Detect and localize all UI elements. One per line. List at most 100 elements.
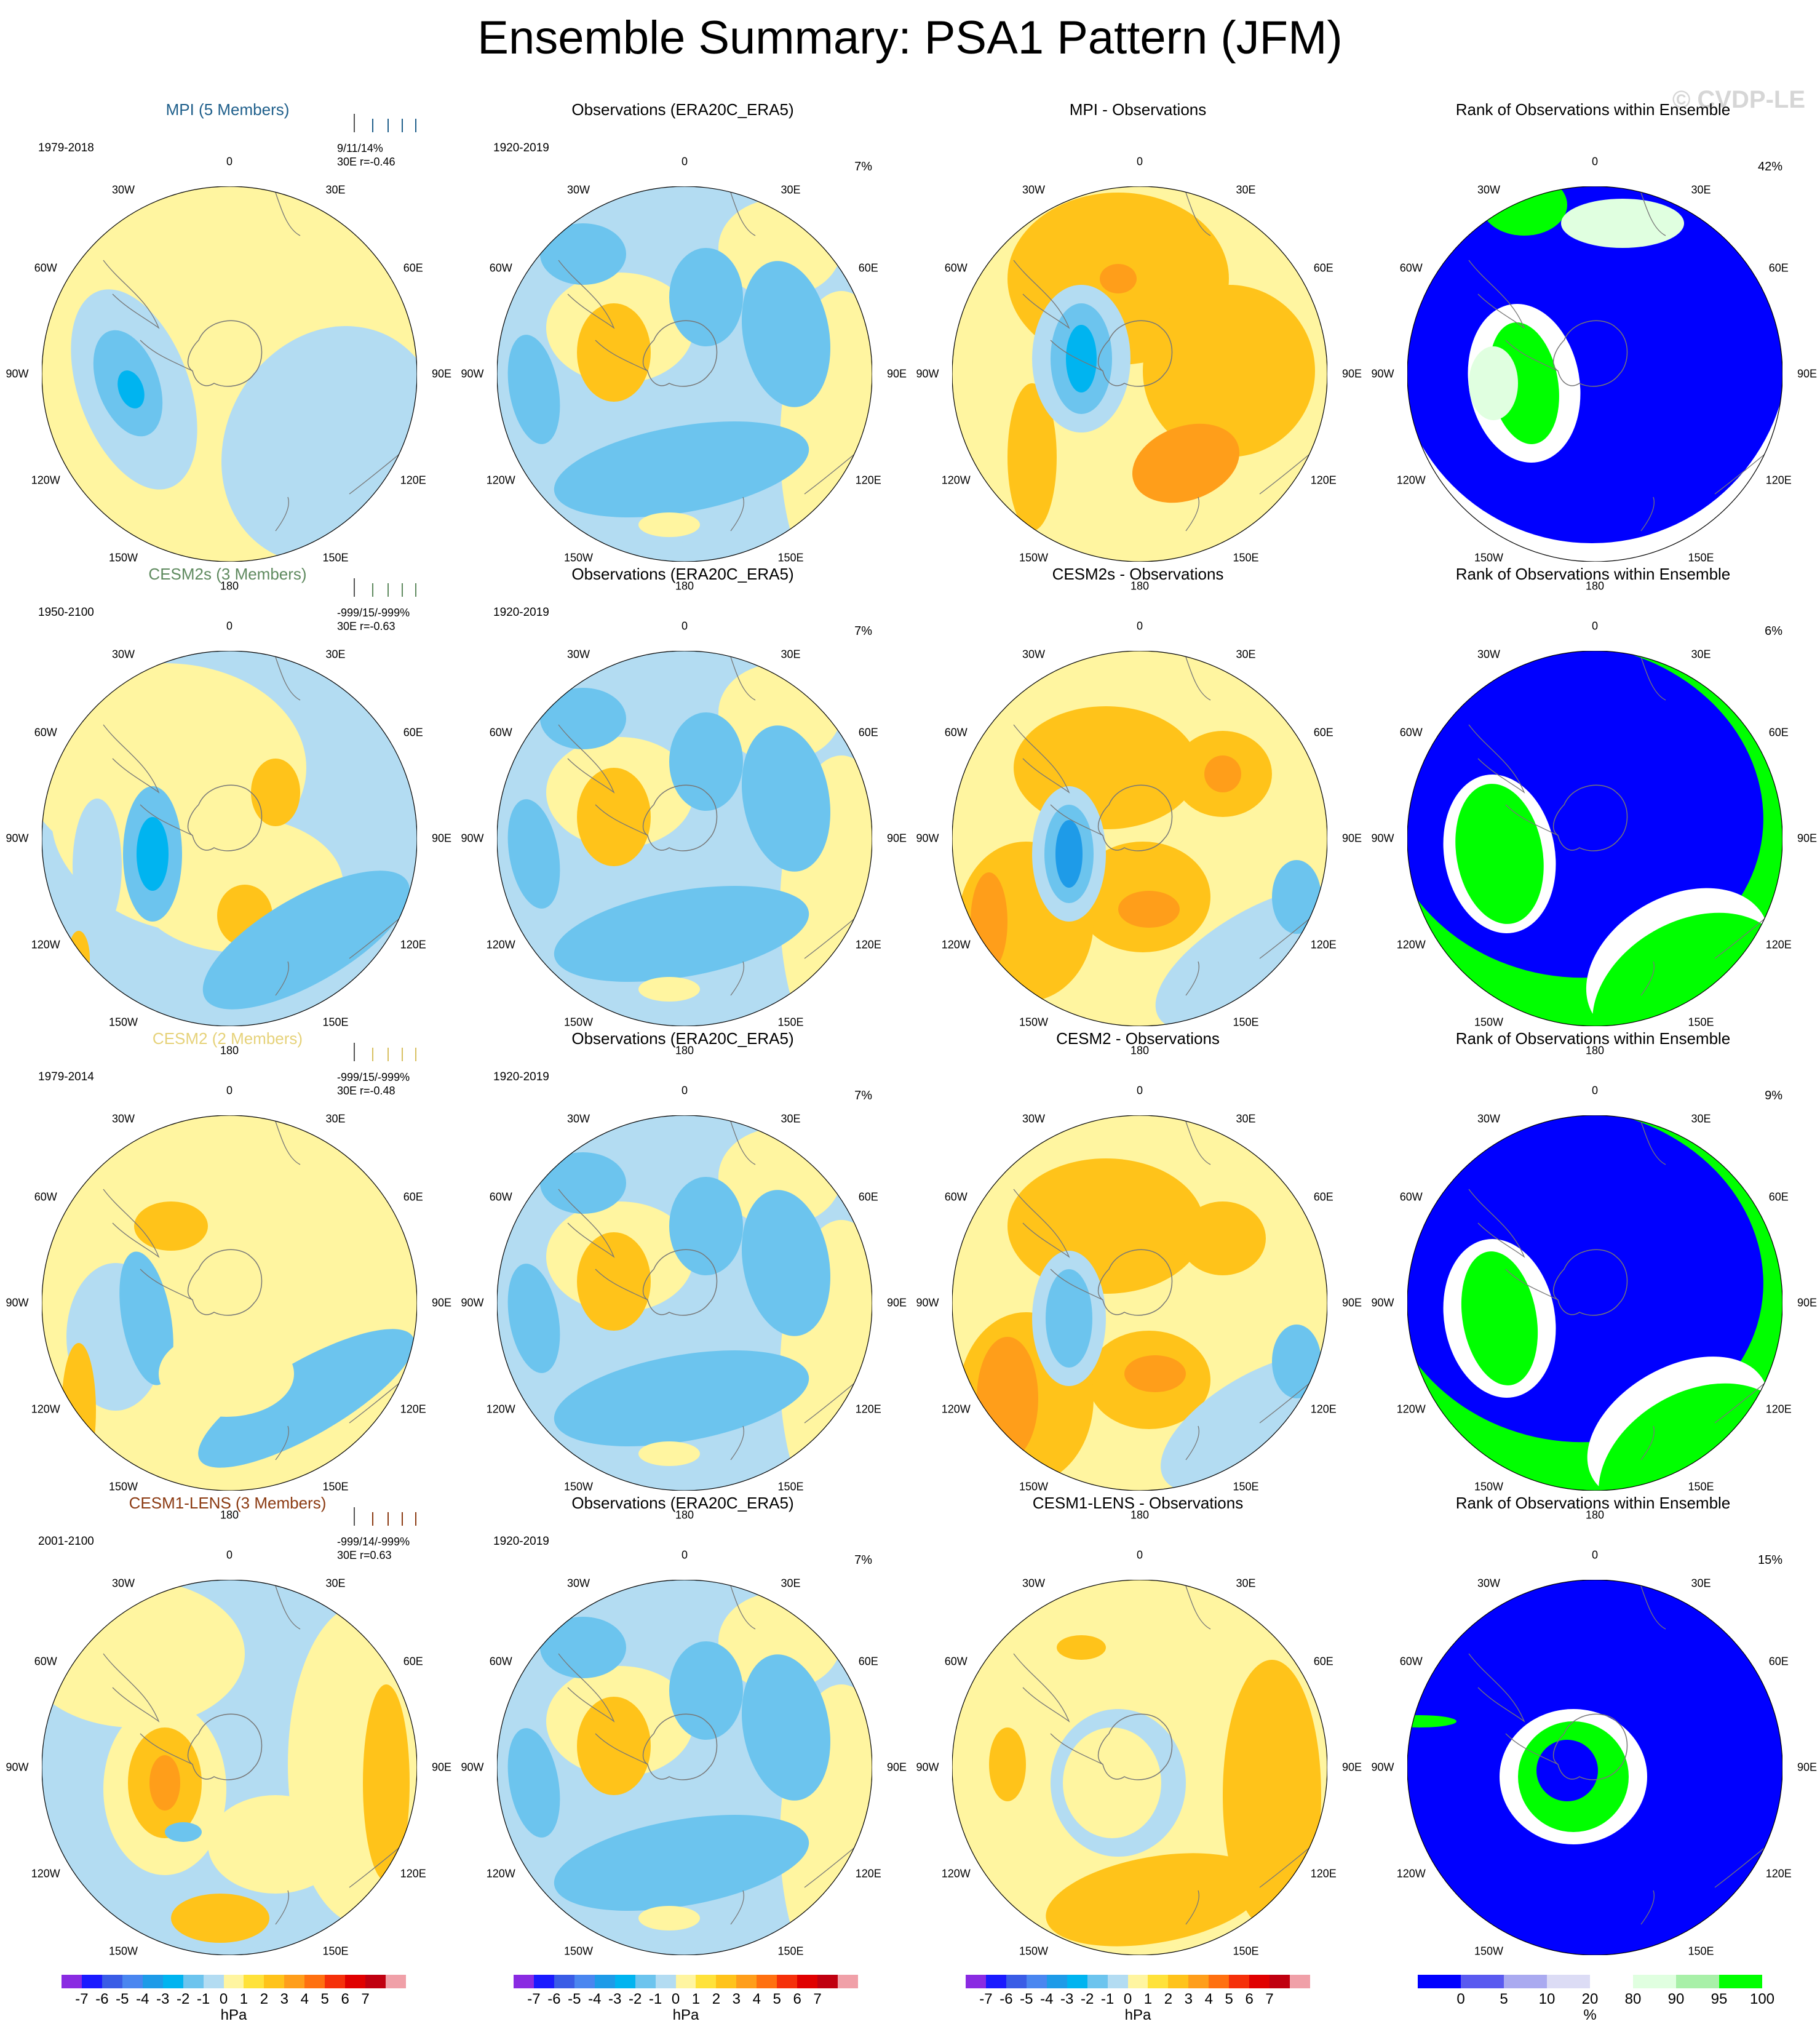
longitude-label: 180 <box>1130 580 1150 592</box>
panel-title: CESM2 - Observations <box>1056 1029 1220 1048</box>
new-zealand-outline <box>1185 1890 1199 1925</box>
colorbar-model: -7 -6 -5 -4 -3 -2 -1 0 1 2 3 4 5 6 7 hPa <box>62 1975 406 2023</box>
africa-outline <box>730 1121 756 1165</box>
longitude-label: 150W <box>1019 1016 1049 1029</box>
longitude-label: 90E <box>431 832 452 845</box>
longitude-label: 0 <box>681 1548 688 1561</box>
africa-outline <box>1185 656 1211 701</box>
longitude-label: 60E <box>858 726 878 738</box>
longitude-label: 120E <box>400 1867 426 1879</box>
contour-region <box>208 1795 343 1894</box>
new-zealand-outline <box>730 1425 744 1460</box>
longitude-label: 180 <box>1130 1044 1150 1057</box>
longitude-label: 120E <box>1310 1867 1337 1879</box>
longitude-label: 0 <box>1591 1548 1599 1561</box>
contour-region <box>159 1331 294 1417</box>
longitude-label: 90W <box>6 1761 29 1774</box>
south-america-outline <box>103 724 160 794</box>
colorbar-swatch <box>574 1975 595 1988</box>
longitude-label: 150E <box>1688 1945 1714 1958</box>
contour-region <box>638 512 700 537</box>
longitude-label: 30E <box>781 1577 801 1590</box>
south-america-outline <box>103 1653 160 1723</box>
longitude-label: 120W <box>31 1403 60 1415</box>
percent-value: 9% <box>1765 1089 1782 1102</box>
peninsula-outline <box>595 804 648 836</box>
longitude-label: 30E <box>1236 1577 1256 1590</box>
contour-region <box>1046 1853 1265 1946</box>
longitude-label: 180 <box>1585 1044 1605 1057</box>
antarctica-outline <box>187 1249 263 1316</box>
colorbar-label: 6 <box>1245 1991 1254 2007</box>
south-america-outline <box>1013 724 1070 794</box>
colorbar-swatch <box>655 1975 676 1988</box>
contour-region <box>638 977 700 1002</box>
longitude-label: 30E <box>781 648 801 661</box>
longitude-label: 60E <box>403 726 423 738</box>
south-america-outline <box>558 1189 615 1258</box>
colorbar-swatch <box>1067 1975 1087 1988</box>
polar-map <box>952 1115 1327 1491</box>
contour-region <box>1063 1727 1161 1838</box>
panel-model-row1: MPI (5 Members) 1979-2018 9/11/14% 30E r=-0… <box>0 95 455 592</box>
contour-region <box>540 1617 626 1678</box>
colorbar-label: -2 <box>628 1991 642 2007</box>
africa-outline <box>275 656 301 701</box>
longitude-label: 90W <box>461 1761 484 1774</box>
antarctica-outline <box>1552 1249 1628 1316</box>
longitude-label: 180 <box>220 580 239 592</box>
longitude-label: 30E <box>325 1577 346 1590</box>
colorbar-swatch <box>162 1975 183 1988</box>
longitude-label: 30E <box>1236 1112 1256 1125</box>
peninsula-outline <box>595 1269 648 1301</box>
longitude-label: 150W <box>1474 1016 1504 1029</box>
colorbar-label: 95 <box>1711 1991 1728 2007</box>
colorbar-swatch <box>223 1975 244 1988</box>
colorbar-swatch <box>1461 1975 1504 1988</box>
africa-outline <box>730 192 756 236</box>
colorbar-label: -1 <box>648 1991 662 2007</box>
longitude-label: 120E <box>1765 1867 1792 1879</box>
peninsula-outline <box>1050 1733 1103 1765</box>
colorbar-unit: % <box>1583 2007 1597 2023</box>
panel-title: Rank of Observations within Ensemble <box>1455 1494 1731 1512</box>
contour-region <box>669 1177 743 1275</box>
panel-title: Observations (ERA20C_ERA5) <box>571 1029 794 1048</box>
contour-region <box>202 871 410 1010</box>
colorbar-swatch <box>62 1975 82 1988</box>
colorbar-label: -3 <box>608 1991 622 2007</box>
percent-value: 7% <box>854 160 872 173</box>
longitude-label: 150W <box>1474 1945 1504 1958</box>
longitude-label: 150W <box>108 1945 138 1958</box>
longitude-label: 90W <box>1371 367 1394 380</box>
year-range: 2001-2100 <box>38 1535 94 1548</box>
colorbar-label: 6 <box>341 1991 349 2007</box>
antarctica-outline <box>642 320 718 387</box>
contour-region <box>1055 820 1083 888</box>
colorbar-diff: -7 -6 -5 -4 -3 -2 -1 0 1 2 3 4 5 6 7 hPa <box>966 1975 1310 2023</box>
colorbar-label: 100 <box>1749 1991 1775 2007</box>
contour-region <box>171 1894 269 1943</box>
longitude-label: 150E <box>1688 1016 1714 1029</box>
contour-region <box>669 712 743 811</box>
longitude-label: 120E <box>855 938 881 950</box>
colorbar-label: -4 <box>588 1991 602 2007</box>
longitude-label: 150E <box>1688 551 1714 564</box>
year-range: 1920-2019 <box>493 1070 549 1083</box>
longitude-label: 150W <box>108 1016 138 1029</box>
longitude-label: 120W <box>486 474 515 486</box>
longitude-label: 90W <box>1371 1761 1394 1774</box>
south-america-outline <box>558 1653 615 1723</box>
new-zealand-outline <box>1185 961 1199 996</box>
figure-title: Ensemble Summary: PSA1 Pattern (JFM) <box>477 12 1343 64</box>
south-america-outline <box>103 260 160 329</box>
polar-map <box>42 1580 417 1955</box>
colorbar-swatch <box>142 1975 163 1988</box>
colorbar-label: 80 <box>1624 1991 1642 2007</box>
longitude-label: 30W <box>1022 1577 1046 1590</box>
colorbar-swatch <box>345 1975 366 1988</box>
colorbar-label: 2 <box>712 1991 721 2007</box>
colorbar-label: 0 <box>1456 1991 1465 2007</box>
colorbar-swatch <box>635 1975 656 1988</box>
new-zealand-outline <box>730 961 744 996</box>
